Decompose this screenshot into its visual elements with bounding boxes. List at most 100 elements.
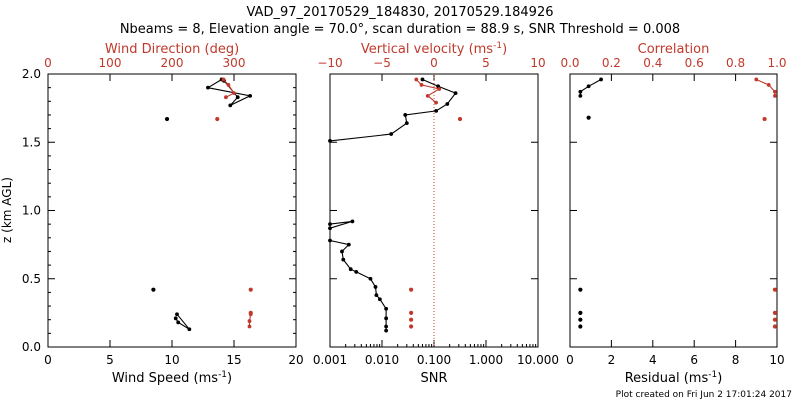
black-data-point (586, 84, 591, 89)
plot-frame (569, 73, 778, 348)
x-axis-label-top: Correlation (638, 42, 710, 57)
black-data-point (368, 276, 373, 281)
red-data-point (226, 83, 231, 87)
x-tick-label: 0 (566, 353, 574, 367)
black-data-point (173, 316, 178, 321)
x-top-tick-label: −5 (373, 56, 391, 70)
black-data-point (434, 108, 439, 113)
x-top-tick-label: −10 (317, 56, 342, 70)
black-series-line (206, 79, 252, 106)
x-top-tick-label: 0 (44, 56, 52, 70)
red-data-point (247, 324, 252, 329)
x-top-tick-label: 0.2 (602, 56, 621, 70)
x-top-tick-label: 100 (99, 56, 122, 70)
black-data-point (578, 317, 583, 322)
red-data-point (419, 83, 424, 87)
x-top-tick-label: 0.4 (643, 56, 662, 70)
x-tick-label: 0.010 (365, 353, 399, 367)
red-data-point (772, 287, 778, 292)
x-tick-label: 5 (106, 353, 114, 367)
black-data-point (348, 267, 353, 272)
black-data-point (350, 219, 355, 224)
x-tick-label: 20 (288, 353, 303, 367)
red-data-point (457, 116, 463, 122)
x-tick-label: 6 (690, 353, 698, 367)
red-data-point (232, 91, 236, 96)
black-data-point (151, 287, 156, 292)
black-data-point (404, 121, 409, 126)
x-tick-label: 0.100 (417, 353, 451, 367)
red-data-point (772, 324, 778, 329)
x-top-tick-label: 0 (430, 56, 438, 70)
black-data-point (176, 320, 181, 325)
red-data-point (248, 310, 253, 315)
red-data-point (414, 77, 419, 82)
black-data-point (341, 257, 346, 262)
y-tick-label: 0.0 (22, 340, 41, 354)
x-tick-label: 15 (226, 353, 241, 367)
plot-frame (329, 73, 539, 348)
black-data-point (599, 77, 603, 82)
x-tick-label: 8 (732, 353, 740, 367)
red-data-point (437, 87, 442, 91)
red-data-point (224, 95, 228, 100)
black-data-point (453, 91, 458, 96)
red-data-point (762, 116, 767, 122)
black-data-point (445, 102, 450, 106)
red-data-point (248, 287, 253, 292)
y-tick-label: 1.0 (22, 204, 41, 218)
black-series-line (329, 239, 387, 331)
black-data-point (228, 103, 233, 108)
x-tick-label: 0.001 (313, 353, 347, 367)
x-tick-label: 4 (649, 353, 657, 367)
black-data-point (578, 310, 583, 315)
red-data-point (215, 116, 220, 122)
red-data-point (754, 77, 759, 82)
y-axis-label: z (km AGL) (0, 177, 14, 243)
red-data-point (409, 310, 414, 315)
black-data-point (340, 249, 344, 254)
black-data-point (328, 222, 332, 227)
red-data-point (409, 317, 414, 322)
black-data-point (578, 89, 583, 94)
x-top-tick-label: 200 (161, 56, 184, 70)
y-tick-label: 0.5 (22, 272, 41, 286)
title-line-2: Nbeams = 8, Elevation angle = 70.0°, sca… (120, 22, 680, 37)
black-data-point (384, 324, 389, 329)
red-data-point (773, 93, 777, 98)
black-data-point (389, 132, 394, 136)
black-data-point (328, 226, 332, 231)
black-data-point (403, 113, 408, 117)
x-axis-label-bottom: SNR (420, 371, 447, 386)
y-tick-label: 2.0 (22, 67, 41, 81)
black-series-line (329, 220, 353, 229)
black-data-point (377, 297, 382, 302)
panel-right: 0 2 4 6 8 10 Residual (ms-1) 0.0 0.2 0.4 0.6 0.8 1.0… (560, 42, 786, 386)
plot-frame (47, 73, 297, 348)
y-tick-label: 1.5 (22, 135, 41, 149)
black-data-point (374, 293, 379, 298)
x-axis-label-top: Wind Direction (deg) (105, 42, 239, 57)
x-top-tick-label: 1.0 (767, 56, 786, 70)
red-data-point (409, 287, 414, 292)
red-data-point (221, 77, 226, 82)
x-top-tick-label: 0.0 (560, 56, 579, 70)
red-data-point (247, 319, 252, 323)
black-series-line (175, 313, 190, 330)
black-data-point (206, 85, 210, 90)
black-data-point (248, 93, 253, 98)
title-line-1: VAD_97_20170529_184830, 20170529.184926 (247, 5, 554, 20)
red-series-line (756, 78, 776, 96)
black-data-point (346, 242, 351, 247)
red-data-point (766, 83, 771, 87)
x-top-tick-label: 0.6 (685, 56, 704, 70)
x-top-tick-label: 300 (223, 56, 246, 70)
x-axis-label-bottom: Wind Speed (ms-1) (112, 370, 232, 386)
red-data-point (434, 100, 438, 105)
black-data-point (187, 327, 192, 332)
red-data-point (772, 317, 778, 322)
black-data-point (328, 238, 332, 243)
red-data-point (409, 324, 414, 329)
